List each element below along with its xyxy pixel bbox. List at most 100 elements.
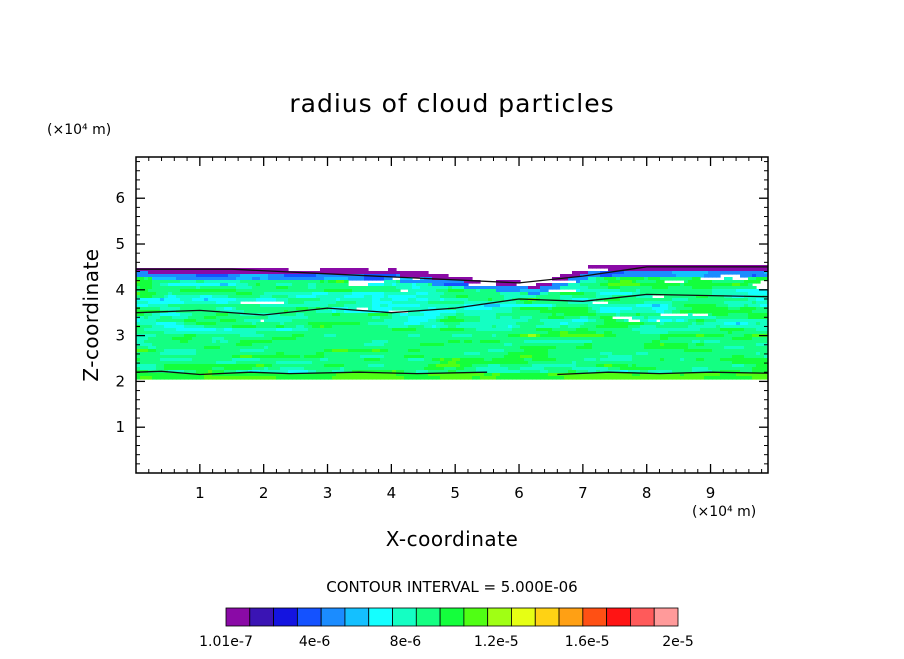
field-cell xyxy=(652,310,657,314)
field-cell xyxy=(208,322,213,326)
field-cell xyxy=(280,343,285,347)
field-cell xyxy=(204,367,209,371)
field-cell xyxy=(708,286,713,290)
field-cell xyxy=(268,355,273,359)
field-cell xyxy=(316,304,321,308)
field-cell xyxy=(380,283,385,287)
field-cell xyxy=(252,310,257,314)
field-cell xyxy=(724,313,729,317)
field-cell xyxy=(204,271,209,275)
field-cell xyxy=(696,292,701,296)
field-cell xyxy=(476,346,481,350)
field-cell xyxy=(412,337,417,341)
field-cell xyxy=(692,355,697,359)
field-cell xyxy=(168,295,173,299)
field-cell xyxy=(628,346,633,350)
field-cell xyxy=(484,289,489,293)
field-cell xyxy=(152,316,157,320)
field-cell xyxy=(140,307,145,311)
field-cell xyxy=(468,313,473,317)
field-cell xyxy=(472,337,477,341)
field-cell xyxy=(444,301,449,305)
field-cell xyxy=(136,274,141,278)
field-cell xyxy=(616,322,621,326)
field-cell xyxy=(248,292,253,296)
field-cell xyxy=(380,322,385,326)
field-cell xyxy=(292,364,297,368)
field-cell xyxy=(544,316,549,320)
field-cell xyxy=(168,322,173,326)
field-cell xyxy=(724,340,729,344)
field-cell xyxy=(536,304,541,308)
field-cell xyxy=(540,301,545,305)
field-cell xyxy=(680,310,685,314)
field-cell xyxy=(504,349,509,353)
field-cell xyxy=(420,280,425,284)
field-cell xyxy=(576,277,581,281)
field-cell xyxy=(456,343,461,347)
field-cell xyxy=(508,319,513,323)
field-cell xyxy=(240,274,245,278)
field-cell xyxy=(568,358,573,362)
field-cell xyxy=(412,295,417,299)
field-cell xyxy=(652,304,657,308)
field-cell xyxy=(288,340,293,344)
field-cell xyxy=(496,361,501,365)
field-cell xyxy=(384,349,389,353)
field-cell xyxy=(600,280,605,284)
field-cell xyxy=(568,307,573,311)
field-cell xyxy=(344,319,349,323)
field-cell xyxy=(664,286,669,290)
field-cell xyxy=(172,319,177,323)
field-cell xyxy=(496,310,501,314)
field-cell xyxy=(572,355,577,359)
field-cell xyxy=(176,343,181,347)
field-cell xyxy=(536,316,541,320)
field-cell xyxy=(168,292,173,296)
field-cell xyxy=(736,346,741,350)
field-cell xyxy=(276,292,281,296)
field-cell xyxy=(472,292,477,296)
field-cell xyxy=(380,316,385,320)
field-cell xyxy=(516,289,521,293)
field-cell xyxy=(260,283,265,287)
field-cell xyxy=(608,298,613,302)
field-cell xyxy=(480,286,485,290)
field-cell xyxy=(328,313,333,317)
field-cell xyxy=(396,286,401,290)
field-cell xyxy=(200,355,205,359)
field-cell xyxy=(476,313,481,317)
field-cell xyxy=(708,322,713,326)
field-cell xyxy=(164,334,169,338)
field-cell xyxy=(356,301,361,305)
field-cell xyxy=(344,331,349,335)
field-cell xyxy=(716,292,721,296)
field-cell xyxy=(572,313,577,317)
field-cell xyxy=(580,358,585,362)
field-cell xyxy=(276,277,281,281)
field-cell xyxy=(180,331,185,335)
field-cell xyxy=(672,337,677,341)
field-cell xyxy=(316,343,321,347)
field-cell xyxy=(320,322,325,326)
field-cell xyxy=(404,271,409,275)
field-cell xyxy=(400,298,405,302)
field-cell xyxy=(496,292,501,296)
field-cell xyxy=(624,292,629,296)
field-cell xyxy=(652,292,657,296)
field-cell xyxy=(552,283,557,287)
field-cell xyxy=(376,343,381,347)
field-cell xyxy=(408,331,413,335)
field-cell xyxy=(536,355,541,359)
field-cell xyxy=(608,358,613,362)
field-cell xyxy=(344,289,349,293)
field-cell xyxy=(396,340,401,344)
field-cell xyxy=(496,340,501,344)
field-cell xyxy=(204,322,209,326)
field-cell xyxy=(404,319,409,323)
field-cell xyxy=(156,322,161,326)
field-cell xyxy=(164,319,169,323)
field-cell xyxy=(612,268,617,272)
field-cell xyxy=(276,268,281,272)
field-cell xyxy=(472,349,477,353)
